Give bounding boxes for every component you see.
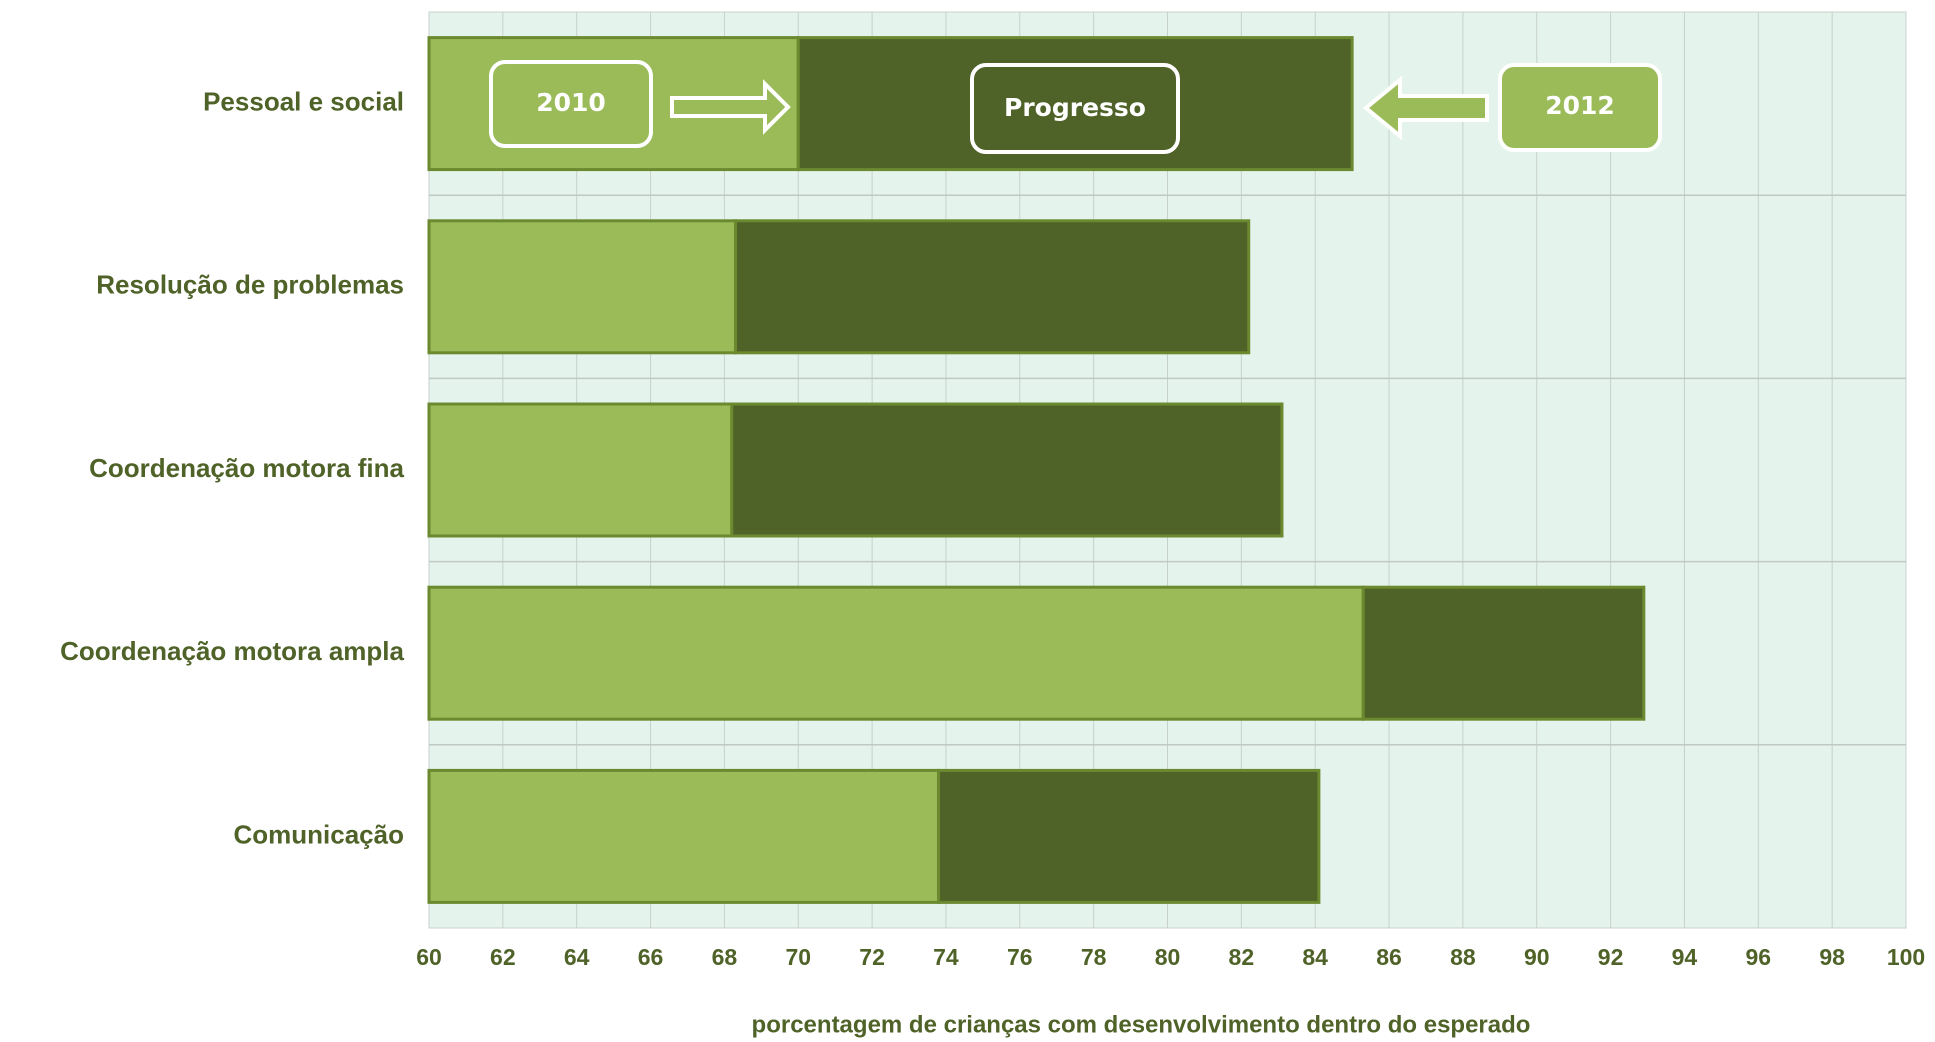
x-tick-label: 80 <box>1155 944 1181 970</box>
bars <box>427 36 1646 904</box>
x-tick-label: 76 <box>1007 944 1033 970</box>
x-tick-label: 62 <box>490 944 516 970</box>
annotation-box <box>1498 63 1662 152</box>
x-tick-label: 86 <box>1376 944 1402 970</box>
x-tick-label: 84 <box>1302 944 1328 970</box>
y-tick-label: Comunicação <box>234 819 405 849</box>
bar <box>427 768 941 904</box>
legend-box <box>970 63 1180 154</box>
x-tick-label: 92 <box>1598 944 1624 970</box>
y-tick-label: Pessoal e social <box>203 86 404 116</box>
x-tick-label: 64 <box>564 944 590 970</box>
x-tick-label: 100 <box>1887 944 1925 970</box>
bar <box>427 219 737 355</box>
y-tick-label: Resolução de problemas <box>96 270 404 300</box>
bar <box>427 402 734 538</box>
arrow <box>670 79 791 135</box>
x-tick-label: 70 <box>785 944 811 970</box>
annotations: 2010 Progresso 2012 <box>489 60 1662 154</box>
x-tick-label: 98 <box>1819 944 1845 970</box>
bar <box>937 768 1321 904</box>
bar <box>730 402 1284 538</box>
bar <box>427 585 1365 721</box>
x-tick-label: 78 <box>1081 944 1107 970</box>
legend-box <box>489 60 653 148</box>
legend-label: 2010 <box>536 88 606 117</box>
x-tick-label: 60 <box>416 944 442 970</box>
x-tick-label: 74 <box>933 944 959 970</box>
x-tick-label: 88 <box>1450 944 1476 970</box>
y-tick-label: Coordenação motora ampla <box>60 636 404 666</box>
annotation: 2012 <box>1545 91 1615 120</box>
bar <box>1361 585 1646 721</box>
x-tick-label: 66 <box>638 944 664 970</box>
arrow <box>1362 75 1489 141</box>
x-tick-label: 72 <box>859 944 885 970</box>
legend-label: Progresso <box>1004 93 1146 122</box>
x-tick-label: 94 <box>1672 944 1698 970</box>
x-axis-title: porcentagem de crianças com desenvolvime… <box>752 1011 1531 1038</box>
x-tick-label: 68 <box>712 944 738 970</box>
x-tick-label: 96 <box>1746 944 1772 970</box>
x-tick-label: 90 <box>1524 944 1550 970</box>
bar <box>733 219 1251 355</box>
x-tick-label: 82 <box>1229 944 1255 970</box>
y-tick-label: Coordenação motora fina <box>89 453 404 483</box>
